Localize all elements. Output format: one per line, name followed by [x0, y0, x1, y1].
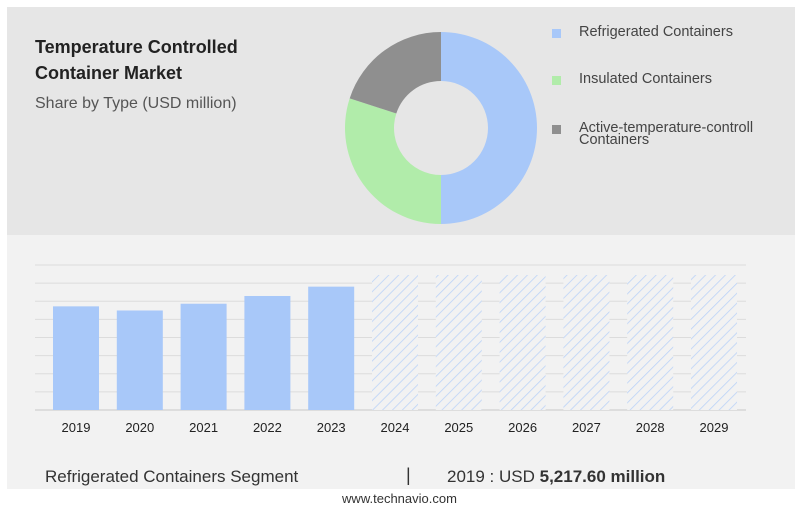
legend-label-active-line-2: Containers	[579, 132, 650, 148]
bar-chart: 2019 2020 2021 2022 2023 2024 2025 2026 2027 2028…	[35, 264, 746, 435]
x-tick-label: 2024	[381, 420, 410, 435]
website-link[interactable]: www.technavio.com	[342, 491, 457, 506]
donut-slice-refrigerated[interactable]	[441, 32, 537, 224]
chart-subtitle: Share by Type (USD million)	[35, 95, 237, 112]
x-tick-label: 2029	[700, 420, 729, 435]
footer-value: 2019 : USD 5,217.60 million	[447, 467, 665, 487]
x-tick-label: 2027	[572, 420, 601, 435]
legend-swatch-refrigerated	[552, 29, 561, 38]
x-tick-label: 2028	[636, 420, 665, 435]
donut-slice-active-temperature-controll[interactable]	[349, 32, 441, 114]
forecast-bar-2024[interactable]	[372, 275, 418, 410]
forecast-bar-2028[interactable]	[627, 275, 674, 410]
forecast-bar-2027[interactable]	[563, 275, 610, 410]
legend-label-refrigerated: Refrigerated Containers	[579, 24, 733, 40]
legend-label-active: Active-temperature-controll Containers	[579, 120, 754, 148]
x-tick-label: 2021	[189, 420, 218, 435]
x-tick-label: 2020	[125, 420, 154, 435]
bar-2023[interactable]	[308, 286, 355, 410]
legend-label-insulated: Insulated Containers	[579, 71, 712, 87]
legend-swatch-insulated	[552, 76, 561, 85]
x-tick-label: 2026	[508, 420, 537, 435]
forecast-bar-2026[interactable]	[499, 275, 546, 410]
bar-2021[interactable]	[180, 303, 227, 410]
legend-swatch-active	[552, 125, 561, 134]
footer-segment-label: Refrigerated Containers Segment	[45, 467, 299, 486]
donut-chart	[345, 32, 537, 224]
legend-label-active-line-1: Active-temperature-controll	[579, 120, 754, 136]
donut-slice-insulated[interactable]	[345, 98, 441, 224]
footer-separator: |	[406, 465, 411, 485]
x-tick-label: 2025	[444, 420, 473, 435]
bar-2020[interactable]	[116, 310, 163, 410]
chart-title: Temperature Controlled Container Market	[35, 34, 305, 86]
x-tick-label: 2022	[253, 420, 282, 435]
bar-2019[interactable]	[53, 306, 99, 410]
footer-value-amount: 5,217.60 million	[539, 467, 666, 486]
forecast-bar-2025[interactable]	[435, 275, 482, 410]
x-tick-label: 2023	[317, 420, 346, 435]
chart-title-line-1: Temperature Controlled	[35, 37, 238, 57]
bar-2022[interactable]	[244, 295, 291, 410]
x-tick-label: 2019	[62, 420, 91, 435]
footer-year-prefix: 2019 : USD	[447, 467, 535, 486]
forecast-bar-2029[interactable]	[691, 275, 737, 410]
chart-title-line-2: Container Market	[35, 63, 183, 83]
